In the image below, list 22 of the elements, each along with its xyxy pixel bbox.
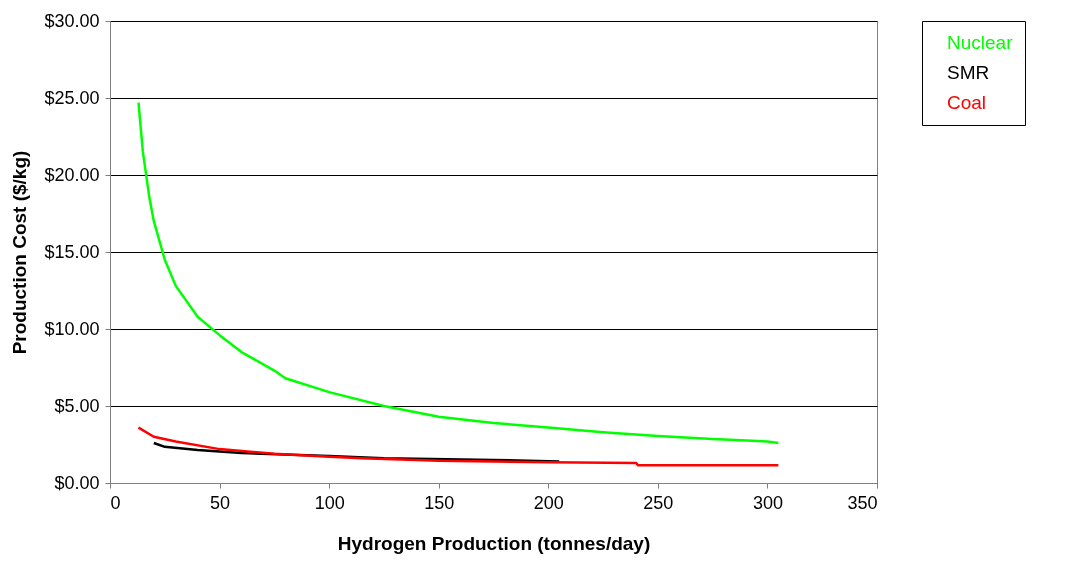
- text: Coal: [947, 91, 987, 113]
- y-tick-label: $25.00: [44, 87, 100, 108]
- line-series: [137, 426, 780, 467]
- x-tick-label: 250: [643, 492, 674, 513]
- x-tick-label: 350: [847, 492, 878, 513]
- x-tick-label: 0: [110, 492, 121, 513]
- y-tick-label: $15.00: [44, 241, 100, 262]
- text: SMR: [947, 61, 990, 83]
- y-tick-label: $20.00: [44, 164, 100, 185]
- x-tick-label: 200: [533, 492, 564, 513]
- y-tick-label: $5.00: [54, 395, 100, 416]
- x-axis-title: Hydrogen Production (tonnes/day): [337, 532, 651, 554]
- x-tick-label: 50: [210, 492, 231, 513]
- x-tick-label: 100: [314, 492, 345, 513]
- y-axis-title: Production Cost ($/kg): [9, 150, 31, 355]
- y-tick-label: $10.00: [44, 318, 100, 339]
- y-tick-label: $0.00: [54, 472, 100, 493]
- x-tick-label: 150: [424, 492, 455, 513]
- text: Nuclear: [947, 31, 1014, 53]
- y-tick-label: $30.00: [44, 10, 100, 31]
- x-tick-label: 300: [752, 492, 783, 513]
- line-series: [137, 101, 780, 445]
